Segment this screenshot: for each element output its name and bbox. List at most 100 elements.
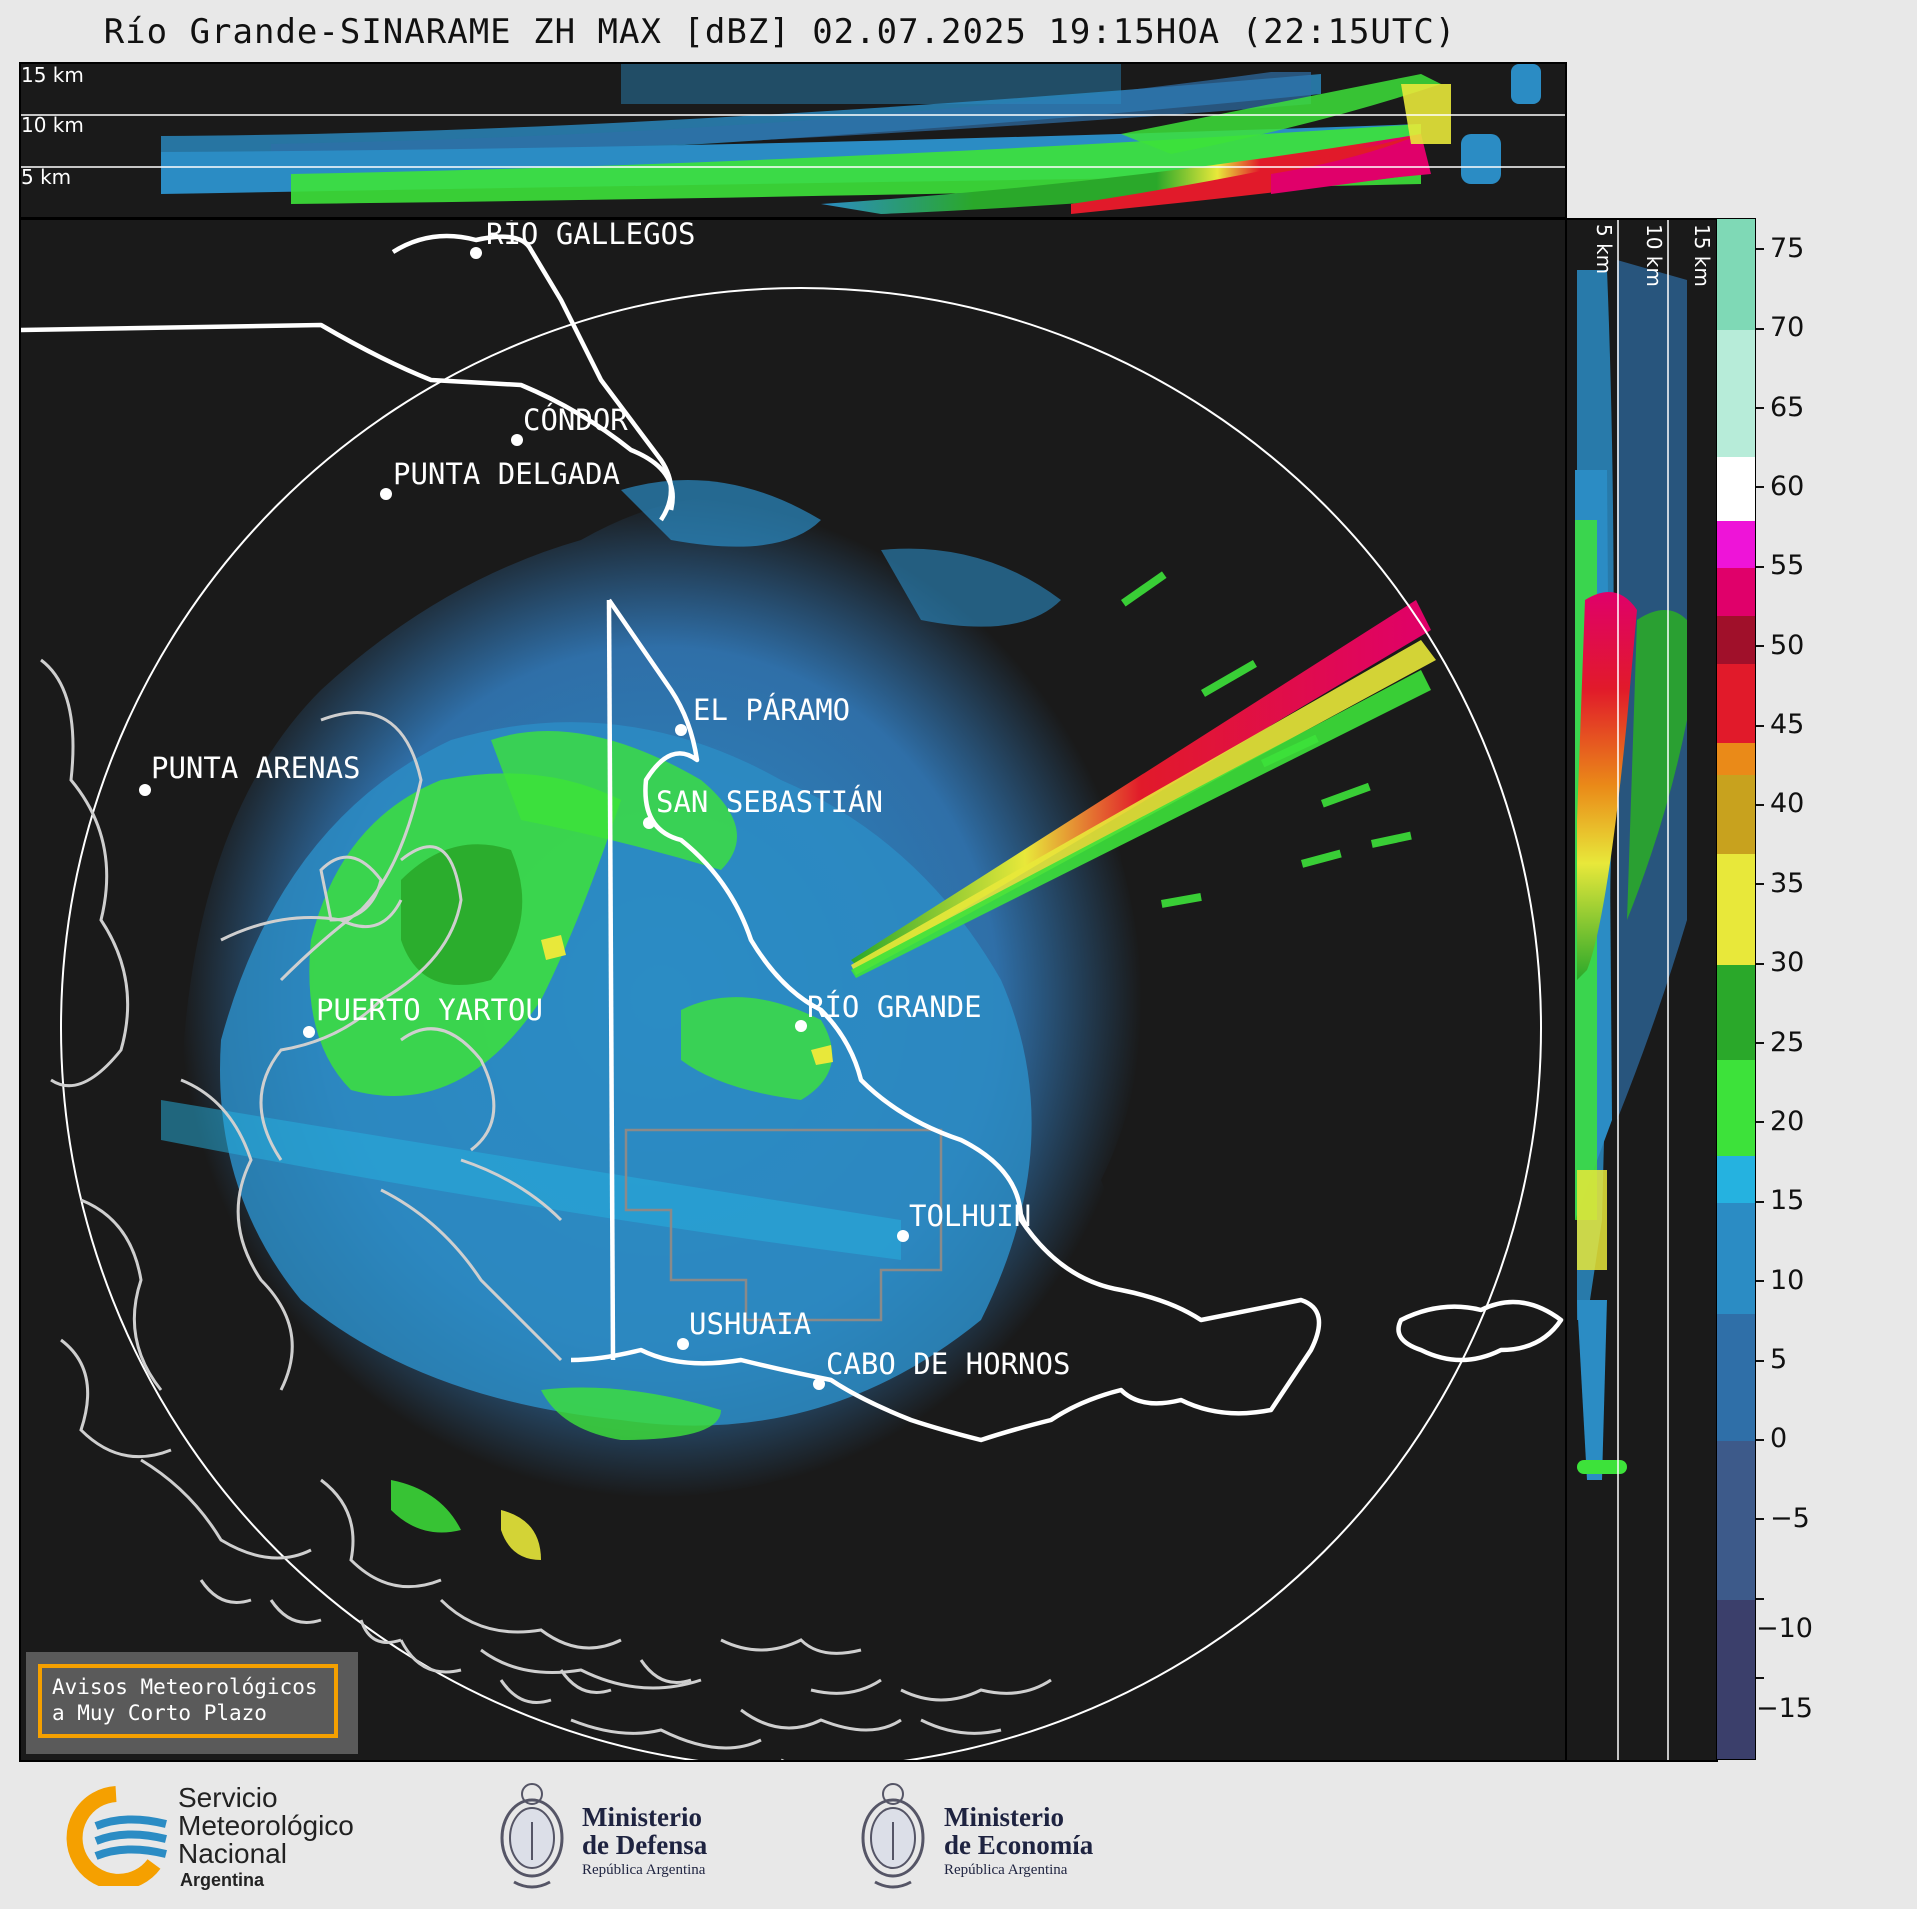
warning-line-1: Avisos Meteorológicos [52, 1675, 318, 1699]
colorbar-tick: 15 [1756, 1185, 1816, 1216]
colorbar-tick-label: 0 [1770, 1423, 1788, 1455]
colorbar-tick-label: 35 [1770, 867, 1805, 899]
colorbar-segment [1717, 774, 1755, 855]
colorbar-tick-mark [1756, 883, 1764, 886]
top-cross-section: 15 km 10 km 5 km [19, 62, 1567, 219]
colorbar-segment [1717, 854, 1755, 966]
colorbar-tick-mark [1756, 1121, 1764, 1124]
colorbar-tick: 40 [1756, 788, 1816, 819]
economia-line-1: Ministerio [944, 1802, 1064, 1832]
colorbar-tick-label: 50 [1770, 629, 1805, 661]
region-outline [624, 1128, 943, 1322]
colorbar-tick-label: −5 [1770, 1502, 1810, 1534]
city-label-rio-grande: RÍO GRANDE [807, 990, 982, 1024]
colorbar-tick-label: 5 [1770, 1344, 1788, 1376]
colorbar-tick-label: 55 [1770, 550, 1805, 582]
colorbar-tick-mark [1756, 724, 1764, 727]
colorbar-tick: 70 [1756, 312, 1816, 343]
colorbar-tick-mark [1756, 1677, 1764, 1680]
colorbar-tick-label: 75 [1770, 232, 1805, 264]
colorbar-tick-mark [1756, 962, 1764, 965]
colorbar-segment [1717, 457, 1755, 521]
colorbar-tick-mark [1756, 803, 1764, 806]
colorbar-tick: −10 [1756, 1582, 1816, 1644]
warning-box-inner: Avisos Meteorológicos a Muy Corto Plazo [38, 1664, 338, 1738]
colorbar-tick-mark [1756, 1042, 1764, 1045]
city-label-ushuaia: USHUAIA [689, 1307, 811, 1341]
colorbar-tick: 5 [1756, 1344, 1816, 1375]
defensa-line-1: Ministerio [582, 1802, 702, 1832]
colorbar-tick-mark [1756, 327, 1764, 330]
smn-line-4: Argentina [180, 1870, 265, 1890]
colorbar-tick-label: 45 [1770, 709, 1805, 741]
side-km-5: 5 km [1592, 224, 1616, 274]
colorbar-tick: 75 [1756, 233, 1816, 264]
radar-map: RÍO GALLEGOS CÓNDOR PUNTA DELGADA EL PÁR… [19, 218, 1567, 1762]
smn-line-3: Nacional [178, 1838, 287, 1869]
colorbar-tick-label: 40 [1770, 788, 1805, 820]
colorbar-tick-label: 60 [1770, 470, 1805, 502]
reflectivity-field [161, 480, 1436, 1560]
colorbar-tick: 10 [1756, 1265, 1816, 1296]
colorbar-tick-label: 20 [1770, 1105, 1805, 1137]
city-label-rio-gallegos: RÍO GALLEGOS [486, 220, 696, 251]
colorbar-tick-mark [1756, 1597, 1764, 1600]
smn-line-2: Meteorológico [178, 1810, 354, 1841]
colorbar-tick-mark [1756, 1438, 1764, 1441]
colorbar-segment [1717, 1600, 1755, 1759]
colorbar-segment [1717, 520, 1755, 569]
smn-logo-icon [66, 1786, 167, 1886]
top-km-5: 5 km [21, 165, 71, 189]
argentina-seal-icon [861, 1783, 925, 1889]
city-label-punta-arenas: PUNTA ARENAS [151, 751, 361, 785]
colorbar-tick: 20 [1756, 1106, 1816, 1137]
colorbar-segment [1717, 1314, 1755, 1442]
city-label-tolhuin: TOLHUIN [909, 1199, 1031, 1233]
colorbar-tick: 55 [1756, 550, 1816, 581]
colorbar-tick-mark [1756, 645, 1764, 648]
colorbar-tick: 35 [1756, 868, 1816, 899]
colorbar-segment [1717, 663, 1755, 743]
colorbar-segment [1717, 615, 1755, 664]
side-km-10: 10 km [1642, 224, 1666, 287]
colorbar-segment [1717, 742, 1755, 775]
colorbar-tick-mark [1756, 1518, 1764, 1521]
colorbar-tick-label: −15 [1756, 1692, 1813, 1724]
city-label-puerto-yartou: PUERTO YARTOU [316, 993, 543, 1027]
colorbar-tick-mark [1756, 1200, 1764, 1203]
colorbar [1716, 218, 1756, 1760]
colorbar-segment [1717, 219, 1755, 331]
colorbar-segment [1717, 1155, 1755, 1204]
colorbar-tick: 60 [1756, 471, 1816, 502]
colorbar-tick-mark [1756, 486, 1764, 489]
colorbar-segment [1717, 330, 1755, 458]
range-ring [60, 287, 1542, 1760]
colorbar-tick: 25 [1756, 1027, 1816, 1058]
page-title: Río Grande-SINARAME ZH MAX [dBZ] 02.07.2… [103, 12, 1457, 52]
city-markers [139, 247, 909, 1390]
warning-box: Avisos Meteorológicos a Muy Corto Plazo [26, 1652, 358, 1754]
city-label-san-sebastian: SAN SEBASTIÁN [656, 785, 883, 819]
smn-line-1: Servicio [178, 1782, 278, 1813]
city-label-condor: CÓNDOR [523, 403, 628, 437]
top-km-10: 10 km [21, 113, 84, 137]
colorbar-tick: 0 [1756, 1423, 1816, 1454]
city-label-punta-delgada: PUNTA DELGADA [393, 457, 620, 491]
coastline-white [21, 233, 1564, 1443]
colorbar-tick: 45 [1756, 709, 1816, 740]
colorbar-segment [1717, 568, 1755, 616]
side-cross-section: 5 km 10 km 15 km [1565, 218, 1718, 1762]
warning-line-2: a Muy Corto Plazo [52, 1701, 267, 1725]
colorbar-tick: 30 [1756, 947, 1816, 978]
colorbar-tick: −5 [1756, 1503, 1816, 1534]
colorbar-tick-mark [1756, 248, 1764, 251]
colorbar-tick-label: 15 [1770, 1185, 1805, 1217]
side-km-15: 15 km [1690, 224, 1714, 287]
colorbar-tick-mark [1756, 565, 1764, 568]
city-label-cabo-de-hornos: CABO DE HORNOS [826, 1347, 1070, 1381]
colorbar-tick-label: 70 [1770, 312, 1805, 344]
colorbar-tick-label: 10 [1770, 1264, 1805, 1296]
colorbar-tick-label: 30 [1770, 947, 1805, 979]
colorbar-segment [1717, 965, 1755, 1061]
argentina-seal-icon [500, 1783, 564, 1889]
